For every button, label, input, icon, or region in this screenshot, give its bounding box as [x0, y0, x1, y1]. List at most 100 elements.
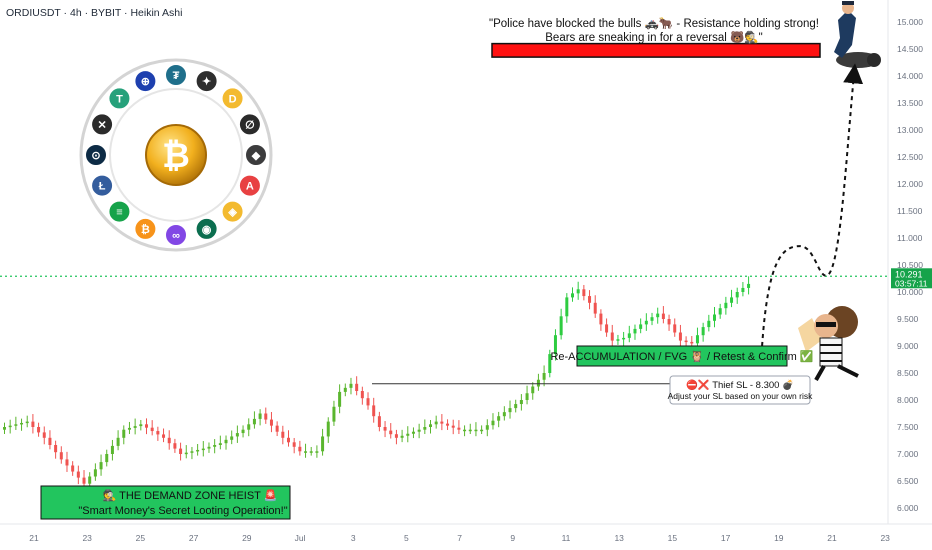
chart-title[interactable]: ORDIUSDT · 4h · BYBIT · Heikin Ashi: [6, 7, 182, 19]
candle-body: [207, 446, 211, 449]
coin-glyph: A: [246, 181, 254, 193]
candle-body: [230, 436, 234, 440]
candle-body: [42, 432, 46, 438]
candle-body: [718, 308, 722, 315]
candle-body: [406, 433, 410, 436]
coin-glyph: D: [229, 93, 237, 105]
coin-glyph: ₮: [173, 70, 180, 82]
y-tick-label: 8.500: [897, 368, 919, 378]
demand-zone-label[interactable]: [40, 485, 291, 520]
thief-illustration: [798, 306, 859, 381]
demand-zone-line2: "Smart Money's Secret Looting Operation!…: [78, 505, 287, 517]
x-tick-label: 25: [136, 533, 146, 543]
x-tick-label: 29: [242, 533, 252, 543]
candle-body: [360, 391, 364, 399]
candle-body: [25, 421, 29, 424]
candle-body: [292, 442, 296, 447]
candle-body: [99, 462, 103, 470]
coin-icon: [90, 173, 115, 198]
stop-loss-line1: ⛔❌ Thief SL - 8.300 💣: [686, 379, 794, 391]
candle-body: [116, 437, 120, 446]
candle-body: [411, 431, 415, 434]
x-tick-label: 27: [189, 533, 199, 543]
candle-body: [269, 419, 273, 426]
coin-glyph: ✦: [202, 76, 211, 88]
y-tick-label: 10.000: [897, 287, 923, 297]
stop-loss-line2: Adjust your SL based on your own risk: [668, 391, 813, 401]
coin-glyph: ◉: [202, 224, 212, 236]
projection-arrow[interactable]: [761, 63, 864, 347]
coin-icon: [164, 63, 188, 87]
svg-text:₿: ₿: [162, 137, 190, 175]
candles: [3, 276, 751, 491]
candle-body: [644, 320, 648, 325]
candle-body: [156, 431, 160, 435]
candle-body: [673, 324, 677, 333]
candle-body: [37, 427, 41, 433]
candle-body: [235, 433, 239, 437]
candle-body: [605, 324, 609, 333]
candle-body: [298, 446, 302, 452]
candle-body: [536, 379, 540, 387]
candle-body: [690, 341, 694, 344]
x-axis-ticks: 21 23 25 27 29 Jul 3 5 7 9 11 13 15 17 19 21 23: [29, 533, 890, 543]
candle-body: [627, 333, 631, 338]
candle-body: [241, 429, 245, 434]
candle-body: [122, 429, 126, 438]
candle-body: [105, 454, 109, 463]
coin-icon: [220, 199, 245, 224]
candle-body: [451, 425, 455, 428]
current-price-value: 10.291: [895, 269, 923, 279]
candle-body: [321, 436, 325, 452]
candle-countdown: 03:57:11: [895, 278, 928, 288]
x-tick-label: 23: [880, 533, 890, 543]
y-tick-label: 12.000: [897, 179, 923, 189]
y-tick-label: 6.000: [897, 503, 919, 513]
candle-body: [724, 302, 728, 309]
coin-icon: [244, 143, 268, 167]
x-tick-label: 9: [510, 533, 515, 543]
y-tick-label: 13.000: [897, 125, 923, 135]
candle-body: [576, 289, 580, 294]
candle-body: [20, 422, 24, 425]
candle-body: [31, 421, 35, 427]
candle-body: [667, 319, 671, 325]
coin-glyph: Ł: [99, 181, 106, 193]
candle-body: [8, 425, 12, 428]
candle-body: [684, 340, 688, 343]
x-tick-label: 21: [827, 533, 837, 543]
candle-body: [616, 339, 620, 341]
candle-body: [695, 335, 699, 344]
y-tick-label: 7.500: [897, 422, 919, 432]
resistance-zone[interactable]: [491, 42, 821, 58]
candle-body: [531, 386, 535, 394]
coin-icon: [164, 223, 188, 247]
candle-body: [127, 427, 131, 430]
candle-body: [150, 427, 154, 432]
candle-body: [747, 283, 751, 288]
candle-body: [218, 443, 222, 445]
candle-body: [315, 451, 319, 453]
reaccumulation-label[interactable]: [576, 345, 788, 367]
candle-body: [224, 439, 228, 444]
candle-body: [502, 412, 506, 417]
x-tick-label: 19: [774, 533, 784, 543]
coin-ring: ₮ ✦ D ∅ ◆ A ◈ ◉ ∞ ₿ ≡ Ł ⊙ ✕ T ⊕: [84, 63, 268, 247]
coin-icon: [220, 86, 245, 111]
x-tick-label: 13: [614, 533, 624, 543]
candle-body: [707, 320, 711, 328]
coin-glyph: ≡: [116, 207, 122, 219]
stop-loss-label[interactable]: [669, 375, 811, 405]
candle-body: [519, 400, 523, 405]
candle-body: [599, 313, 603, 325]
y-tick-label: 13.500: [897, 98, 923, 108]
candle-body: [525, 393, 529, 400]
candle-body: [582, 289, 586, 297]
candle-body: [14, 424, 18, 426]
candle-body: [565, 297, 569, 317]
candle-body: [338, 391, 342, 407]
candle-body: [400, 435, 404, 438]
x-tick-label: 11: [562, 533, 571, 543]
y-tick-label: 12.500: [897, 152, 923, 162]
